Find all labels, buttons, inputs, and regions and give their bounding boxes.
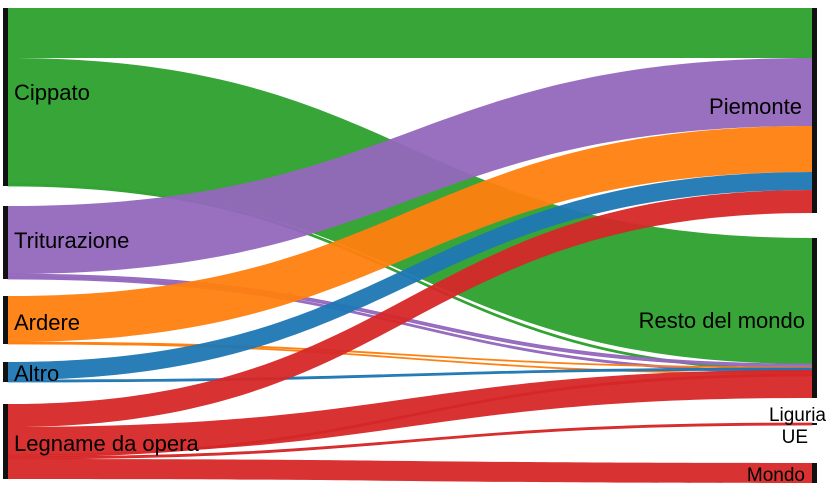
- node-bar-ardere: [3, 296, 8, 344]
- node-label-legname: Legname da opera: [14, 431, 199, 456]
- flow-legname-to-mondo: [8, 459, 812, 483]
- flow-altro-to-piemonte: [8, 172, 812, 380]
- flow-legname-to-resto: [8, 370, 812, 455]
- node-label-cippato: Cippato: [14, 80, 90, 105]
- flow-ardere-to-piemonte: [8, 126, 812, 342]
- flow-cippato-to-piemonte: [8, 8, 812, 58]
- node-bar-liguria: [812, 369, 817, 376]
- node-label-altro: Altro: [14, 361, 59, 386]
- node-label-ardere: Ardere: [14, 310, 80, 335]
- sankey-node-bars: [3, 8, 817, 483]
- node-label-ue: UE: [782, 427, 808, 448]
- flow-triturazione-to-piemonte: [8, 58, 812, 274]
- node-bar-altro: [3, 362, 8, 382]
- node-bar-mondo: [812, 463, 817, 483]
- node-label-piemonte: Piemonte: [709, 94, 802, 119]
- node-label-mondo: Mondo: [747, 465, 805, 483]
- node-label-resto: Resto del mondo: [639, 308, 805, 333]
- node-bar-cippato: [3, 8, 8, 186]
- node-label-liguria: Liguria: [769, 405, 826, 426]
- node-bar-piemonte: [812, 8, 817, 213]
- node-bar-resto: [812, 238, 817, 398]
- sankey-links: [7, 8, 813, 483]
- node-bar-triturazione: [3, 206, 8, 279]
- node-label-triturazione: Triturazione: [14, 228, 129, 253]
- flow-legname-to-piemonte: [8, 190, 812, 427]
- node-bar-legname: [3, 404, 8, 479]
- node-bar-ue: [812, 423, 817, 425]
